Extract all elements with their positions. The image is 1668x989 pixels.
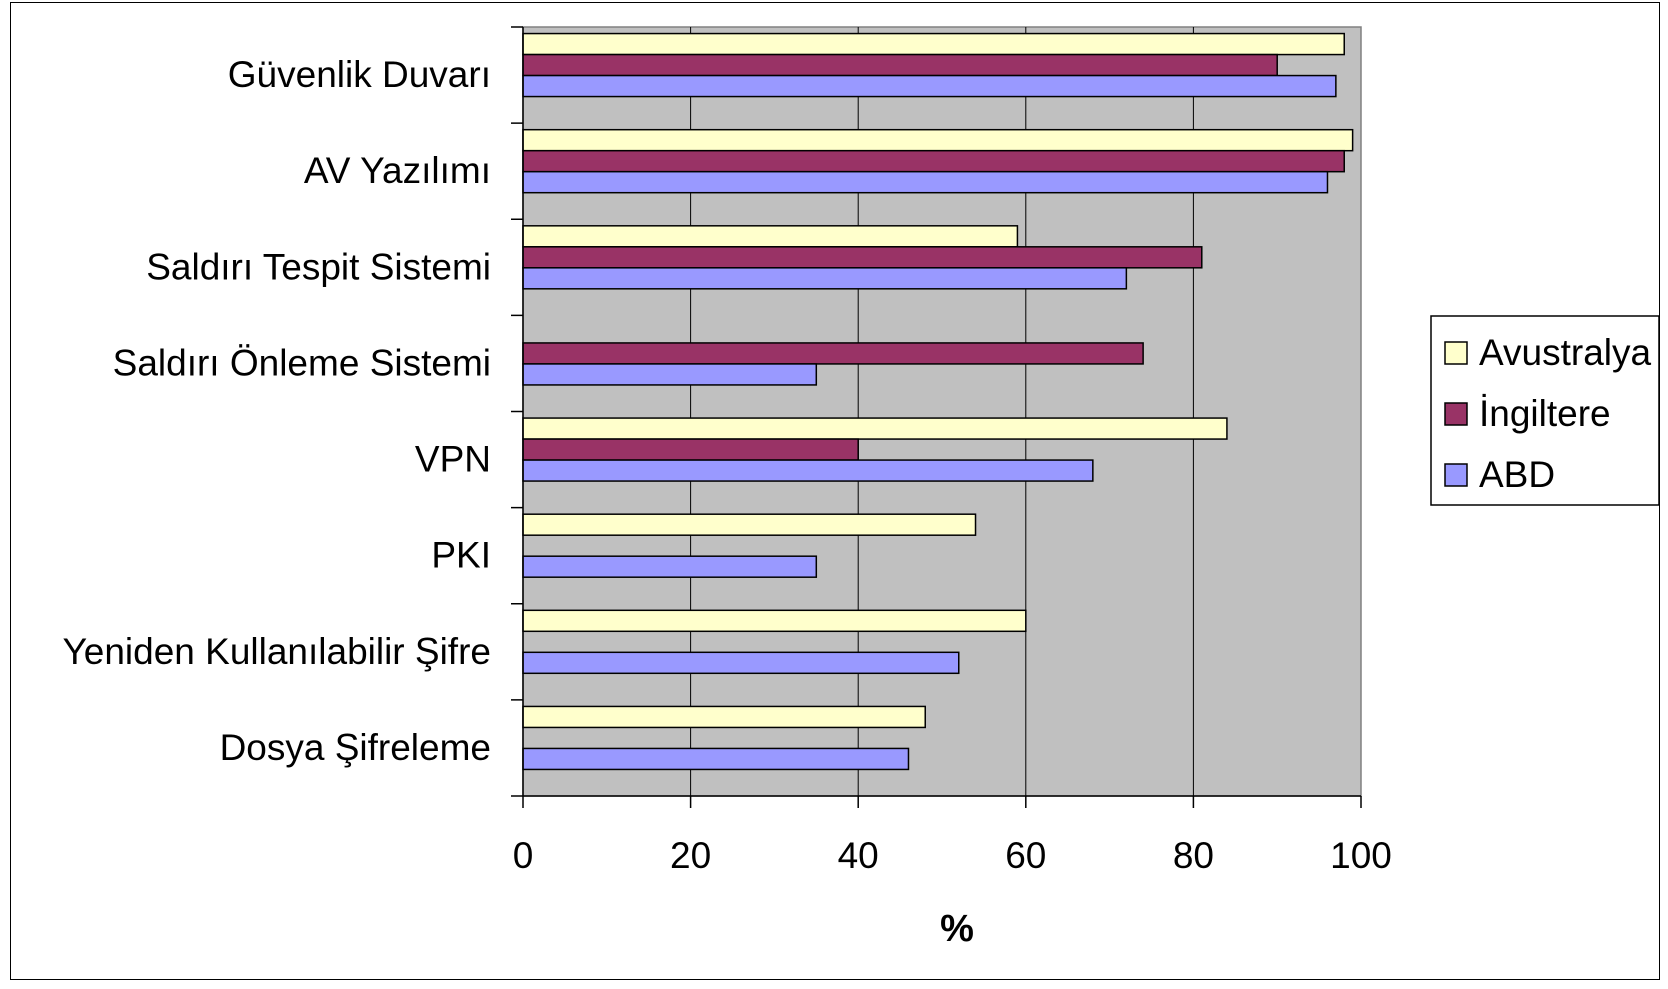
category-label: Dosya Şifreleme [220, 727, 491, 768]
bar-avustralya-av-yaz-l-m [522, 128, 1354, 152]
legend: Avustralya İngiltere ABD [1430, 315, 1660, 506]
bar-abd-yeniden-kullan-labilir-sifre [522, 651, 960, 675]
bar-ingiltere-vpn [522, 438, 859, 461]
category-label: Saldırı Önleme Sistemi [113, 342, 491, 383]
category-label: VPN [415, 439, 491, 480]
x-tick-label: 100 [1330, 835, 1392, 876]
bar-avustralya-yeniden-kullan-labilir-sifre [522, 609, 1027, 633]
category-label: AV Yazılımı [304, 150, 491, 191]
bar-abd-guvenlik-duvar [522, 74, 1337, 98]
bar-abd-pki [522, 555, 818, 578]
category-label: Güvenlik Duvarı [228, 54, 491, 95]
axes [511, 26, 1362, 808]
x-axis-title: % [940, 908, 974, 950]
bars [522, 32, 1354, 771]
x-tick-label: 60 [1005, 835, 1046, 876]
category-label: Yeniden Kullanılabilir Şifre [62, 631, 491, 672]
x-tick-label: 0 [513, 835, 534, 876]
legend-label-ingiltere: İngiltere [1479, 393, 1611, 434]
bar-abd-sald-r-tespit-sistemi [522, 267, 1128, 290]
bar-abd-vpn [522, 459, 1094, 482]
x-tick-label: 20 [670, 835, 711, 876]
legend-swatch-abd [1444, 463, 1468, 487]
bar-avustralya-vpn [522, 417, 1228, 440]
bar-avustralya-pki [522, 513, 977, 536]
bar-ingiltere-guvenlik-duvar [522, 53, 1278, 77]
bar-abd-av-yaz-l-m [522, 170, 1329, 194]
category-label: PKI [431, 535, 491, 576]
legend-box [1430, 315, 1660, 506]
legend-swatch-ingiltere [1444, 402, 1468, 426]
legend-label-avustralya: Avustralya [1479, 332, 1651, 373]
bar-abd-dosya-sifreleme [522, 747, 910, 771]
category-label: Saldırı Tespit Sistemi [146, 246, 491, 287]
bar-ingiltere-sald-r-tespit-sistemi [522, 246, 1203, 269]
bar-abd-sald-r-onleme-sistemi [522, 363, 818, 386]
bar-avustralya-sald-r-tespit-sistemi [522, 225, 1019, 248]
x-tick-label: 80 [1173, 835, 1214, 876]
bar-avustralya-guvenlik-duvar [522, 32, 1345, 56]
category-labels: Güvenlik Duvarı AV Yazılımı Saldırı Tespit… [62, 54, 491, 768]
legend-label-abd: ABD [1479, 454, 1555, 495]
bar-ingiltere-av-yaz-l-m [522, 149, 1345, 173]
bar-avustralya-dosya-sifreleme [522, 705, 926, 729]
bar-ingiltere-sald-r-onleme-sistemi [522, 342, 1144, 365]
legend-swatch-avustralya [1444, 341, 1468, 365]
tick-labels: 0 20 40 60 80 100 [513, 835, 1392, 876]
x-tick-label: 40 [838, 835, 879, 876]
